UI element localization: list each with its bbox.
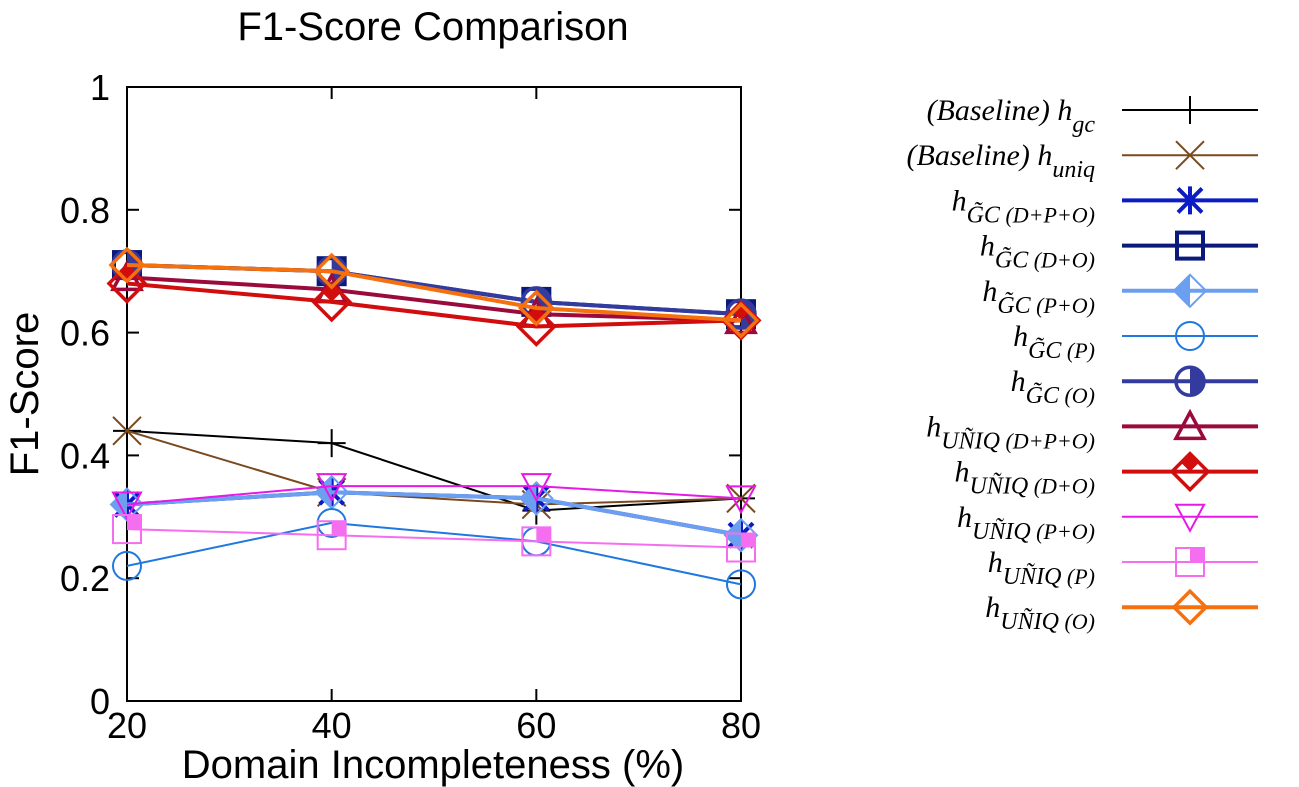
series-line <box>126 521 742 586</box>
legend-marker <box>1174 365 1206 397</box>
x-tick-label: 60 <box>516 705 556 746</box>
axes: 20 40 60 80 0 0.2 0.4 0.6 0.8 1 <box>60 67 761 746</box>
legend-label: hUÑIQ (D+O) <box>955 456 1095 500</box>
legend-item: hUÑIQ (P) <box>988 546 1258 590</box>
data-point <box>518 480 554 516</box>
legend-label: hUÑIQ (P+O) <box>957 501 1095 545</box>
legend-marker <box>1175 140 1205 170</box>
series-line <box>126 275 742 323</box>
legend-marker <box>1169 451 1211 493</box>
series-line <box>126 485 742 506</box>
legend-label: hUÑIQ (P) <box>988 546 1095 590</box>
series-line <box>126 429 742 512</box>
y-tick-label: 0.2 <box>60 558 110 599</box>
data-point <box>722 301 760 339</box>
series-4 <box>109 474 759 553</box>
series-11 <box>108 246 760 339</box>
series-line <box>126 429 742 506</box>
data-point-fill <box>331 521 346 536</box>
chart-title: F1-Score Comparison <box>237 5 628 49</box>
legend-label: hUÑIQ (O) <box>985 591 1095 635</box>
legend-item: hUÑIQ (P+O) <box>957 501 1258 545</box>
series-line <box>126 528 742 549</box>
legend-marker <box>1175 230 1205 261</box>
data-point-fill <box>315 476 332 509</box>
legend-item: hUÑIQ (O) <box>985 588 1258 635</box>
legend-item: hG̃C (O) <box>1011 365 1258 409</box>
plot-frame <box>126 86 742 702</box>
legend-item: hG̃C (D+O) <box>980 230 1258 274</box>
legend-label: hG̃C (P) <box>1013 320 1095 364</box>
series-layer <box>106 246 762 600</box>
series-line <box>126 490 742 538</box>
series-0 <box>113 416 755 525</box>
series-10 <box>112 514 756 563</box>
x-tick-label: 80 <box>721 705 761 746</box>
legend-marker-fill <box>1190 548 1204 562</box>
legend-label: hG̃C (D+P+O) <box>952 184 1095 228</box>
series-line <box>126 281 742 329</box>
y-tick-label: 1 <box>90 67 110 108</box>
legend-label: hUÑIQ (D+P+O) <box>926 410 1095 454</box>
legend-item: hG̃C (D+P+O) <box>952 184 1258 228</box>
legend-marker <box>1176 186 1204 215</box>
legend-label: hG̃C (O) <box>1011 365 1095 409</box>
series-8 <box>106 263 762 347</box>
legend-marker <box>1171 588 1209 626</box>
y-tick-label: 0 <box>90 681 110 722</box>
data-point <box>515 305 557 347</box>
legend-marker-fill <box>1174 274 1190 307</box>
data-point <box>725 485 757 515</box>
data-point <box>726 569 756 600</box>
data-point-fill <box>741 533 755 548</box>
data-point <box>112 550 142 581</box>
data-point <box>108 246 146 284</box>
y-axis-label: F1-Score <box>3 312 47 477</box>
data-point <box>723 517 759 553</box>
x-axis-label: Domain Incompleteness (%) <box>182 743 684 787</box>
data-point-fill <box>725 519 741 552</box>
legend-label: hG̃C (D+O) <box>980 230 1095 274</box>
legend-item: hG̃C (P+O) <box>982 273 1258 319</box>
legend-marker <box>1174 503 1206 533</box>
legend-item: (Baseline) huniq <box>907 139 1258 183</box>
data-point <box>311 281 353 323</box>
legend-label: hG̃C (P+O) <box>982 275 1095 319</box>
data-point <box>112 416 142 446</box>
data-point-fill <box>127 515 141 530</box>
series-9 <box>111 473 757 521</box>
x-tick-label: 20 <box>107 705 147 746</box>
data-point <box>517 289 555 327</box>
data-point <box>315 473 348 503</box>
data-point <box>111 491 143 521</box>
legend-item: hUÑIQ (D+O) <box>955 451 1258 500</box>
data-point <box>313 252 351 290</box>
legend-marker <box>1176 96 1204 124</box>
y-tick-label: 0.4 <box>60 435 110 476</box>
data-point <box>106 263 148 304</box>
data-point <box>520 473 553 503</box>
data-point-fill <box>520 482 537 515</box>
x-tick-label: 40 <box>312 705 352 746</box>
legend-item: hUÑIQ (D+P+O) <box>926 408 1258 454</box>
series-line <box>126 263 742 323</box>
legend-marker-fill <box>1181 453 1199 472</box>
legend-marker <box>1173 408 1207 441</box>
legend-item: hG̃C (P) <box>1013 320 1258 364</box>
data-point <box>317 429 346 458</box>
data-point-fill <box>536 527 551 542</box>
legend-marker <box>1175 321 1205 351</box>
legend-label: (Baseline) huniq <box>907 139 1095 183</box>
y-tick-label: 0.8 <box>60 190 110 231</box>
legend-marker <box>1172 273 1208 309</box>
y-tick-label: 0.6 <box>60 313 110 354</box>
legend-label: (Baseline) hgc <box>927 94 1096 138</box>
legend-item: (Baseline) hgc <box>927 94 1258 138</box>
